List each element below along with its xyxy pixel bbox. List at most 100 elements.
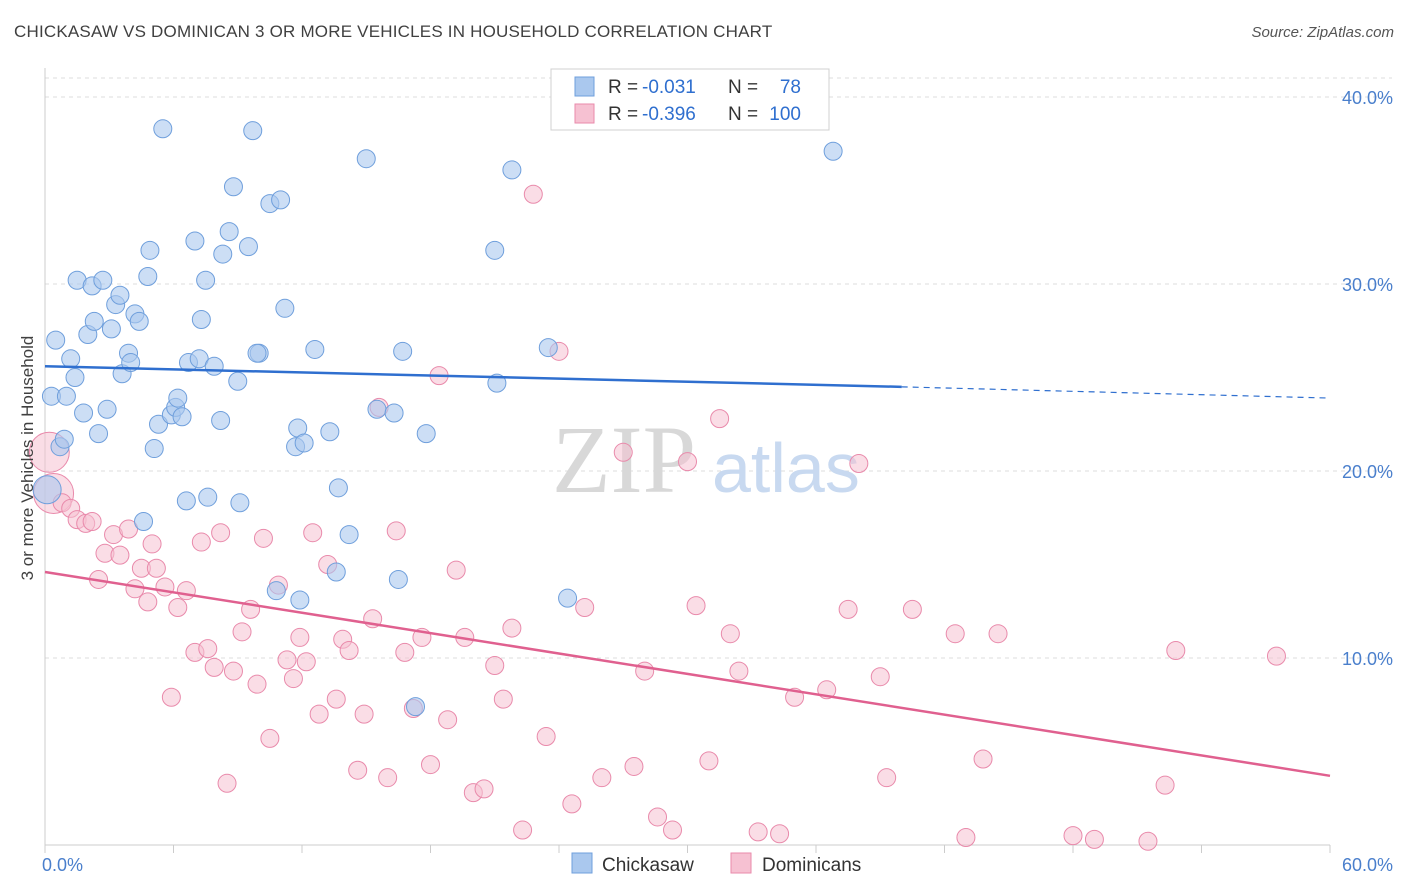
series-legend: Chickasaw Dominicans — [571, 852, 861, 876]
chickasaw-point — [134, 511, 154, 531]
dominicans-point — [211, 523, 231, 543]
dominicans-point — [446, 560, 466, 580]
chickasaw-point — [230, 493, 250, 513]
chickasaw-points — [32, 119, 843, 717]
dominicans-point — [296, 652, 316, 672]
chickasaw-point — [61, 349, 81, 369]
y-tick-label-20: 20.0% — [1342, 462, 1393, 482]
dominicans-point — [277, 650, 297, 670]
dominicans-point — [699, 751, 719, 771]
chickasaw-point — [189, 349, 209, 369]
chickasaw-point — [339, 525, 359, 545]
chickasaw-point — [305, 339, 325, 359]
dominicans-point — [686, 596, 706, 616]
chickasaw-point — [54, 429, 74, 449]
dominicans-point — [849, 454, 869, 474]
chickasaw-trend-extension — [901, 386, 1331, 399]
dominicans-point — [438, 710, 458, 730]
legend-box — [550, 68, 830, 131]
dominicans-point — [678, 452, 697, 472]
dominicans-point — [204, 657, 224, 677]
chickasaw-point — [271, 190, 291, 210]
dominicans-point — [493, 689, 513, 709]
bottom-legend-chickasaw: Chickasaw — [602, 855, 694, 876]
legend-r-value-1: -0.031 — [642, 77, 696, 98]
dominicans-point — [1155, 775, 1175, 795]
chickasaw-point — [243, 121, 263, 141]
y-axis-label: 3 or more Vehicles in Household — [18, 336, 37, 581]
dominicans-point — [523, 184, 543, 204]
chickasaw-point — [110, 285, 130, 305]
bottom-legend-dominicans: Dominicans — [762, 855, 861, 876]
chickasaw-trend-line — [44, 365, 902, 389]
dominicans-point — [348, 760, 368, 780]
dominicans-point — [339, 641, 359, 661]
chickasaw-point — [185, 231, 205, 251]
chickasaw-point — [320, 422, 340, 442]
dominicans-point — [973, 749, 993, 769]
chickasaw-point — [129, 311, 149, 331]
chickasaw-point — [93, 270, 113, 290]
dominicans-point — [223, 661, 243, 681]
dominicans-point — [870, 667, 890, 687]
chickasaw-point — [328, 478, 348, 498]
chart-title: CHICKASAW VS DOMINICAN 3 OR MORE VEHICLE… — [14, 22, 773, 41]
chickasaw-point — [56, 386, 76, 406]
dominicans-point — [395, 642, 415, 662]
dominicans-point — [1166, 641, 1186, 661]
chickasaw-point — [238, 237, 258, 257]
chickasaw-point — [294, 433, 314, 453]
legend-n-value-2: 100 — [769, 104, 801, 125]
chickasaw-point — [211, 411, 231, 431]
dominicans-point — [309, 704, 329, 724]
chickasaw-point — [140, 240, 160, 260]
chickasaw-point — [406, 697, 426, 717]
chickasaw-point — [46, 330, 66, 350]
dominicans-point — [902, 599, 922, 619]
dominicans-point — [592, 768, 612, 788]
dominicans-point — [247, 674, 267, 694]
chickasaw-point — [502, 160, 522, 180]
dominicans-point — [283, 669, 303, 689]
chickasaw-point — [275, 298, 295, 318]
dominicans-point — [1138, 831, 1158, 851]
dominicans-point — [710, 409, 730, 429]
dominicans-point — [303, 523, 323, 543]
chickasaw-point — [228, 371, 248, 391]
chickasaw-point — [384, 403, 404, 423]
chickasaw-point — [266, 581, 286, 601]
dominicans-point — [232, 622, 252, 642]
dominicans-point — [720, 624, 740, 644]
legend-n-label-2: N = — [728, 104, 758, 125]
dominicans-point — [1266, 646, 1286, 666]
legend-n-value-1: 78 — [780, 77, 801, 98]
dominicans-point — [502, 618, 522, 638]
legend-swatch-dominicans — [574, 103, 595, 124]
chickasaw-point — [487, 373, 507, 393]
dominicans-point — [613, 442, 633, 462]
y-tick-label-30: 30.0% — [1342, 275, 1393, 295]
dominicans-point — [513, 820, 533, 840]
dominicans-point — [253, 528, 273, 548]
y-tick-label-40: 40.0% — [1342, 88, 1393, 108]
chickasaw-point — [290, 590, 310, 610]
dominicans-point — [1084, 829, 1104, 849]
chickasaw-point — [558, 588, 578, 608]
dominicans-point — [138, 592, 158, 612]
legend-swatch-chickasaw — [574, 76, 595, 97]
chickasaw-point — [356, 149, 376, 169]
chickasaw-point — [168, 388, 188, 408]
chickasaw-point — [213, 244, 233, 264]
chickasaw-point — [191, 310, 211, 330]
dominicans-points — [28, 184, 1286, 851]
x-tick-label-min: 0.0% — [42, 855, 83, 875]
chickasaw-point — [326, 562, 346, 582]
dominicans-point — [838, 599, 858, 619]
chickasaw-point — [367, 399, 387, 419]
dominicans-point — [1063, 826, 1083, 846]
chickasaw-point — [204, 356, 224, 376]
dominicans-point — [624, 756, 644, 776]
chickasaw-point — [149, 414, 169, 434]
y-tick-labels: 10.0% 20.0% 30.0% 40.0% — [1342, 88, 1393, 669]
dominicans-point — [474, 779, 494, 799]
